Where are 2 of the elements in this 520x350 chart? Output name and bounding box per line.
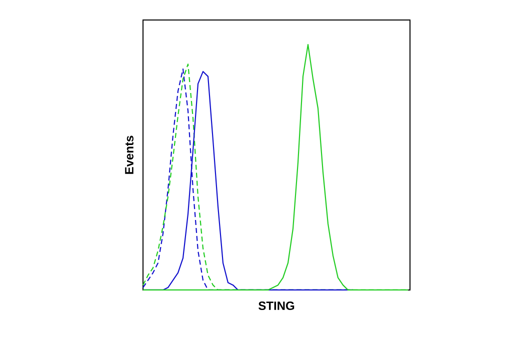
x-axis-title: STING [258,302,294,310]
y-axis-title: Events [125,136,134,174]
